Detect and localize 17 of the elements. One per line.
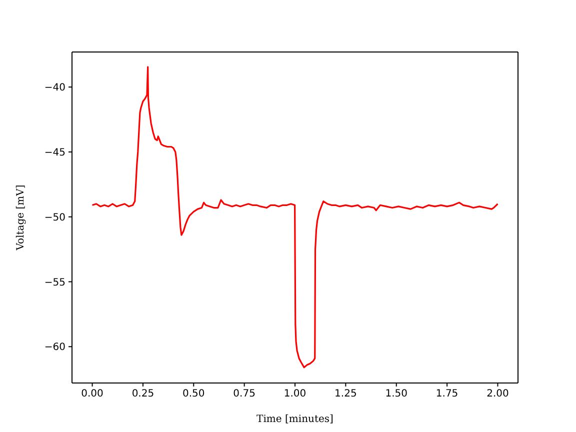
x-tick-label: 0.50: [182, 388, 205, 400]
line-series: [91, 66, 499, 368]
y-tick-label: −60: [44, 342, 66, 354]
y-tick-label: −45: [44, 148, 66, 158]
x-tick-label: 0.75: [233, 388, 256, 400]
x-tick-label: 1.50: [385, 388, 408, 400]
x-tick-label: 0.25: [132, 388, 154, 400]
y-tick-label: −55: [44, 277, 66, 288]
x-tick-label: 2.00: [486, 388, 509, 400]
x-tick-label: 1.25: [334, 388, 357, 400]
y-tick-label: −50: [44, 212, 66, 224]
y-axis-title: Voltage [mV]: [16, 184, 26, 252]
x-tick-label: 0.00: [81, 388, 104, 400]
y-tick-label: −40: [44, 82, 66, 94]
x-tick-label: 1.00: [284, 388, 306, 400]
x-axis-title: Time [minutes]: [256, 414, 334, 425]
x-tick-label: 1.75: [436, 388, 458, 400]
